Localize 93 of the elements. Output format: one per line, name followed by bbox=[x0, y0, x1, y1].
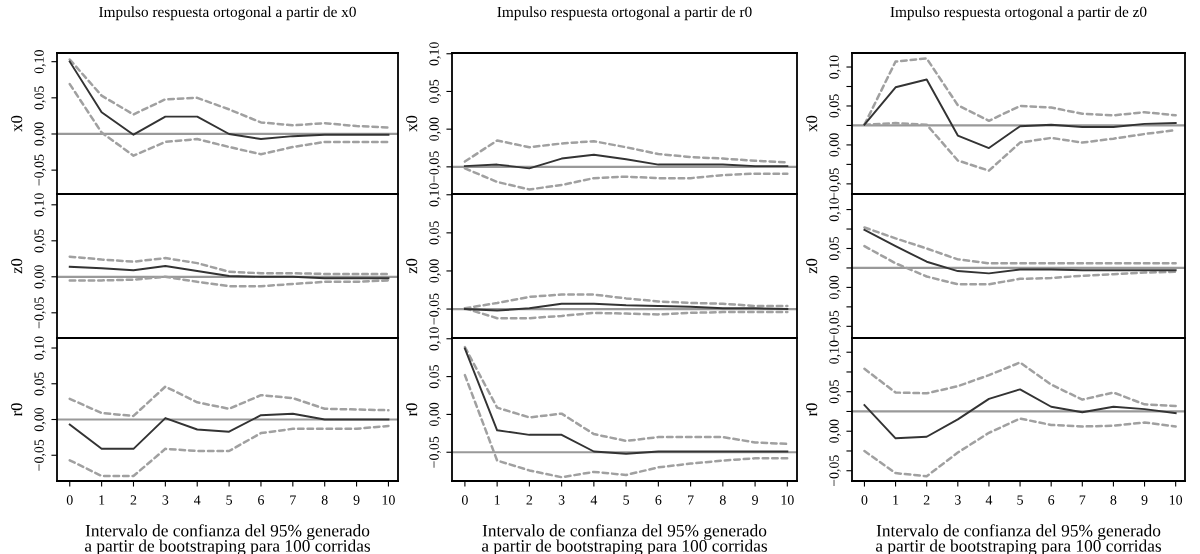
chart-title: Impulso respuesta ortogonal a partir de x0 bbox=[99, 6, 356, 21]
x-tick-label: 9 bbox=[1141, 495, 1148, 505]
x-tick-label: 3 bbox=[955, 495, 961, 505]
y-tick-label: 0,05 bbox=[429, 221, 441, 245]
chart-title: Impulso respuesta ortogonal a partir de r0 bbox=[497, 6, 752, 21]
x-tick-label: 4 bbox=[194, 495, 201, 505]
x-tick-label: 7 bbox=[1079, 495, 1086, 505]
x-tick-label: 0 bbox=[66, 495, 73, 505]
y-tick-label: −0,05 bbox=[34, 154, 46, 186]
y-tick-label: 0,10 bbox=[829, 55, 841, 79]
x-tick-label: 2 bbox=[923, 495, 930, 505]
y-tick-label: −0,05 bbox=[34, 297, 46, 329]
y-tick-label: 0,05 bbox=[829, 94, 841, 118]
x-tick-label: 8 bbox=[1110, 495, 1117, 505]
line-series bbox=[463, 139, 789, 164]
y-tick-label: −0,05 bbox=[429, 293, 441, 325]
line-series bbox=[68, 424, 390, 478]
y-tick-label: −0,05 bbox=[34, 439, 46, 471]
x-tick-label: 4 bbox=[985, 495, 993, 505]
y-tick-label: 0,10 bbox=[429, 327, 441, 351]
x-tick-label: 6 bbox=[1048, 495, 1055, 505]
y-axis-title: z0 bbox=[806, 258, 818, 274]
y-tick-label: 0,05 bbox=[34, 229, 46, 253]
x-tick-label: 6 bbox=[258, 495, 265, 505]
y-axis-title: x0 bbox=[11, 115, 23, 132]
line-series bbox=[68, 412, 390, 450]
x-tick-label: 9 bbox=[353, 495, 360, 505]
x-tick-label: 7 bbox=[688, 495, 694, 505]
y-tick-label: 0,00 bbox=[829, 419, 841, 443]
x-tick-label: 5 bbox=[226, 495, 233, 505]
x-tick-label: 5 bbox=[623, 495, 630, 505]
y-axis-title: r0 bbox=[11, 403, 23, 417]
y-tick-label: 0,00 bbox=[429, 259, 441, 283]
y-tick-label: 0,10 bbox=[429, 42, 441, 66]
y-tick-label: 0,00 bbox=[429, 402, 441, 427]
x-tick-label: 6 bbox=[655, 495, 662, 505]
y-tick-label: 0,00 bbox=[34, 122, 46, 146]
x-tick-label: 5 bbox=[1017, 495, 1023, 505]
y-tick-label: −0,05 bbox=[829, 455, 841, 487]
chart-title: Impulso respuesta ortogonal a partir de z0 bbox=[890, 6, 1147, 21]
x-tick-label: 8 bbox=[321, 495, 328, 505]
x-tick-label: 10 bbox=[382, 495, 395, 505]
x-tick-label: 8 bbox=[719, 495, 726, 505]
line-series bbox=[68, 60, 390, 141]
y-tick-label: 0,10 bbox=[429, 183, 441, 207]
y-axis-title: x0 bbox=[406, 115, 418, 132]
line-series bbox=[68, 58, 390, 129]
y-tick-label: 0,10 bbox=[829, 197, 841, 222]
y-tick-label: 0,05 bbox=[829, 380, 841, 404]
y-tick-label: 0,10 bbox=[34, 193, 46, 217]
x-tick-label: 4 bbox=[590, 495, 598, 505]
y-tick-label: 0,05 bbox=[829, 236, 841, 261]
x-tick-label: 2 bbox=[130, 495, 137, 505]
x-tick-label: 3 bbox=[558, 495, 565, 505]
y-tick-label: −0,05 bbox=[429, 436, 441, 468]
y-axis-title: x0 bbox=[806, 115, 818, 132]
line-series bbox=[68, 265, 390, 280]
x-tick-label: 9 bbox=[752, 495, 758, 505]
x-tick-label: 0 bbox=[461, 495, 468, 505]
y-tick-label: 0,05 bbox=[34, 86, 46, 110]
y-tick-label: 0,00 bbox=[34, 407, 46, 432]
line-series bbox=[863, 417, 1177, 478]
line-series bbox=[863, 226, 1177, 265]
line-series bbox=[863, 361, 1177, 408]
y-tick-label: 0,10 bbox=[34, 336, 46, 360]
y-axis-title: r0 bbox=[406, 403, 418, 417]
y-tick-label: 0,05 bbox=[429, 79, 441, 104]
x-tick-label: 1 bbox=[99, 495, 105, 505]
line-series bbox=[463, 302, 789, 312]
y-axis-title: z0 bbox=[11, 258, 23, 274]
x-tick-label: 1 bbox=[893, 495, 899, 505]
y-axis-title: r0 bbox=[806, 403, 818, 417]
y-tick-label: 0,10 bbox=[34, 50, 46, 74]
x-tick-label: 0 bbox=[861, 495, 868, 505]
x-tick-label: 1 bbox=[494, 495, 500, 505]
y-tick-label: 0,00 bbox=[34, 265, 46, 289]
line-series bbox=[463, 153, 789, 170]
line-series bbox=[863, 388, 1177, 440]
x-tick-label: 3 bbox=[162, 495, 169, 505]
line-series bbox=[863, 228, 1177, 275]
y-tick-label: 0,00 bbox=[429, 117, 441, 141]
y-tick-label: 0,05 bbox=[34, 372, 46, 396]
x-tick-label: 7 bbox=[290, 495, 296, 505]
y-tick-label: 0,00 bbox=[829, 275, 841, 300]
line-series bbox=[863, 78, 1177, 150]
y-tick-label: −0,05 bbox=[829, 168, 841, 200]
y-axis-title: z0 bbox=[406, 258, 418, 274]
x-tick-label: 10 bbox=[1169, 495, 1183, 505]
x-tick-label: 10 bbox=[781, 495, 794, 505]
y-tick-label: 0,00 bbox=[829, 133, 841, 157]
y-tick-label: −0,05 bbox=[429, 151, 441, 183]
x-tick-label: 2 bbox=[526, 495, 533, 505]
y-tick-label: 0,05 bbox=[429, 364, 441, 389]
